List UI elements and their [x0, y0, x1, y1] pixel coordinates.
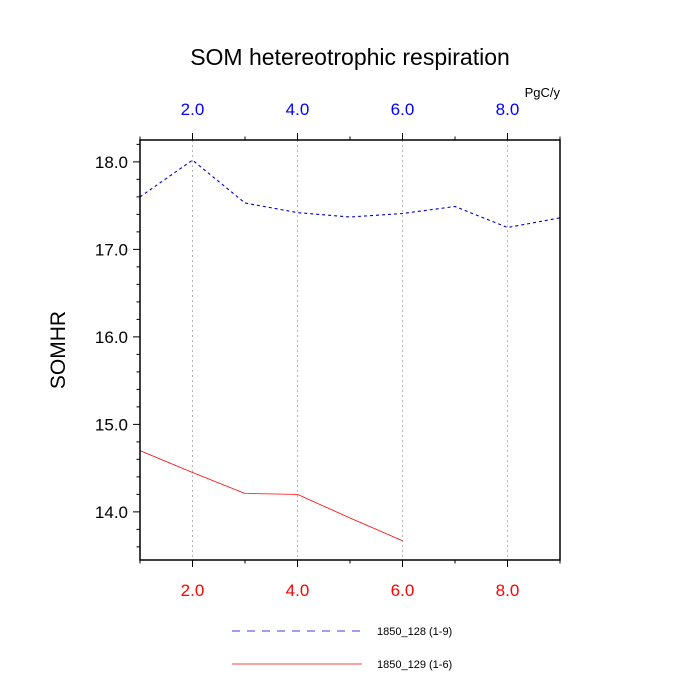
series-line-0 [139, 159, 561, 229]
y-tick-label-1: 15.0 [95, 415, 128, 434]
plot-border [139, 139, 561, 561]
x-tick-label-bottom-1: 4.0 [286, 581, 310, 600]
y-tick-label-3: 17.0 [95, 240, 128, 259]
x-tick-label-bottom-3: 8.0 [496, 581, 520, 600]
x-tick-label-top-1: 4.0 [286, 100, 310, 119]
x-tick-label-bottom-0: 2.0 [181, 581, 205, 600]
axis-ticks [133, 133, 561, 567]
x-tick-label-top-2: 6.0 [391, 100, 415, 119]
legend: 1850_128 (1-9) 1850_129 (1-6) [232, 626, 452, 671]
chart-title: SOM hetereotrophic respiration [190, 44, 510, 70]
x-tick-label-top-3: 8.0 [496, 100, 520, 119]
y-tick-label-0: 14.0 [95, 503, 128, 522]
x-tick-label-bottom-2: 6.0 [391, 581, 415, 600]
y-tick-label-4: 18.0 [95, 153, 128, 172]
series-line-1 [139, 450, 403, 542]
series-lines [139, 159, 561, 542]
y-axis-label: SOMHR [47, 311, 70, 389]
grid-lines [192, 140, 508, 560]
tick-labels: 14.0 15.0 16.0 17.0 18.0 2.0 2.0 4.0 4.0 6.0 6.0 8.… [95, 100, 519, 600]
legend-label-1: 1850_129 (1-6) [377, 659, 452, 671]
x-tick-label-top-0: 2.0 [181, 100, 205, 119]
top-axis-units: PgC/y [525, 85, 561, 100]
legend-label-0: 1850_128 (1-9) [377, 626, 452, 638]
y-tick-label-2: 16.0 [95, 328, 128, 347]
plot-frame [139, 139, 561, 561]
